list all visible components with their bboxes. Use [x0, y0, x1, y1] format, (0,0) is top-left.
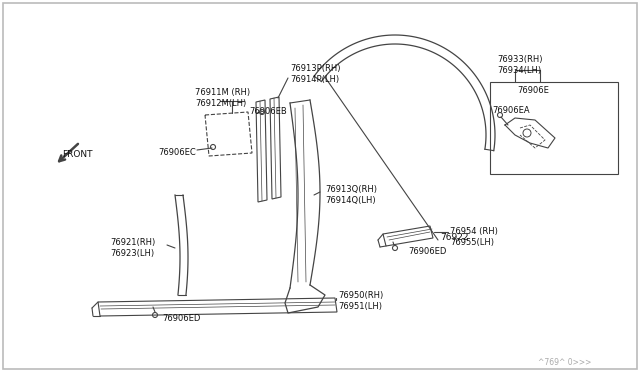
Text: 76906ED: 76906ED [162, 314, 200, 323]
Text: FRONT: FRONT [62, 150, 93, 159]
Text: 76906EC: 76906EC [158, 148, 196, 157]
Text: 76913P(RH)
76914P(LH): 76913P(RH) 76914P(LH) [290, 64, 340, 84]
Text: 76933(RH)
76934(LH): 76933(RH) 76934(LH) [497, 55, 543, 75]
Text: 76913Q(RH)
76914Q(LH): 76913Q(RH) 76914Q(LH) [325, 185, 377, 205]
Text: 76906ED: 76906ED [408, 247, 446, 256]
Text: 76950(RH)
76951(LH): 76950(RH) 76951(LH) [338, 291, 383, 311]
Text: 76921(RH)
76923(LH): 76921(RH) 76923(LH) [110, 238, 156, 258]
Text: 76906EB: 76906EB [249, 107, 287, 116]
Bar [490, 82, 618, 174]
Text: ^769^ 0>>>: ^769^ 0>>> [538, 358, 591, 367]
Text: 76906E: 76906E [517, 86, 549, 95]
Text: 76922: 76922 [440, 233, 468, 242]
Text: 76906EA: 76906EA [492, 106, 530, 115]
Text: 76954 (RH)
76955(LH): 76954 (RH) 76955(LH) [450, 227, 498, 247]
Text: 76911M (RH)
76912M(LH): 76911M (RH) 76912M(LH) [195, 88, 250, 108]
